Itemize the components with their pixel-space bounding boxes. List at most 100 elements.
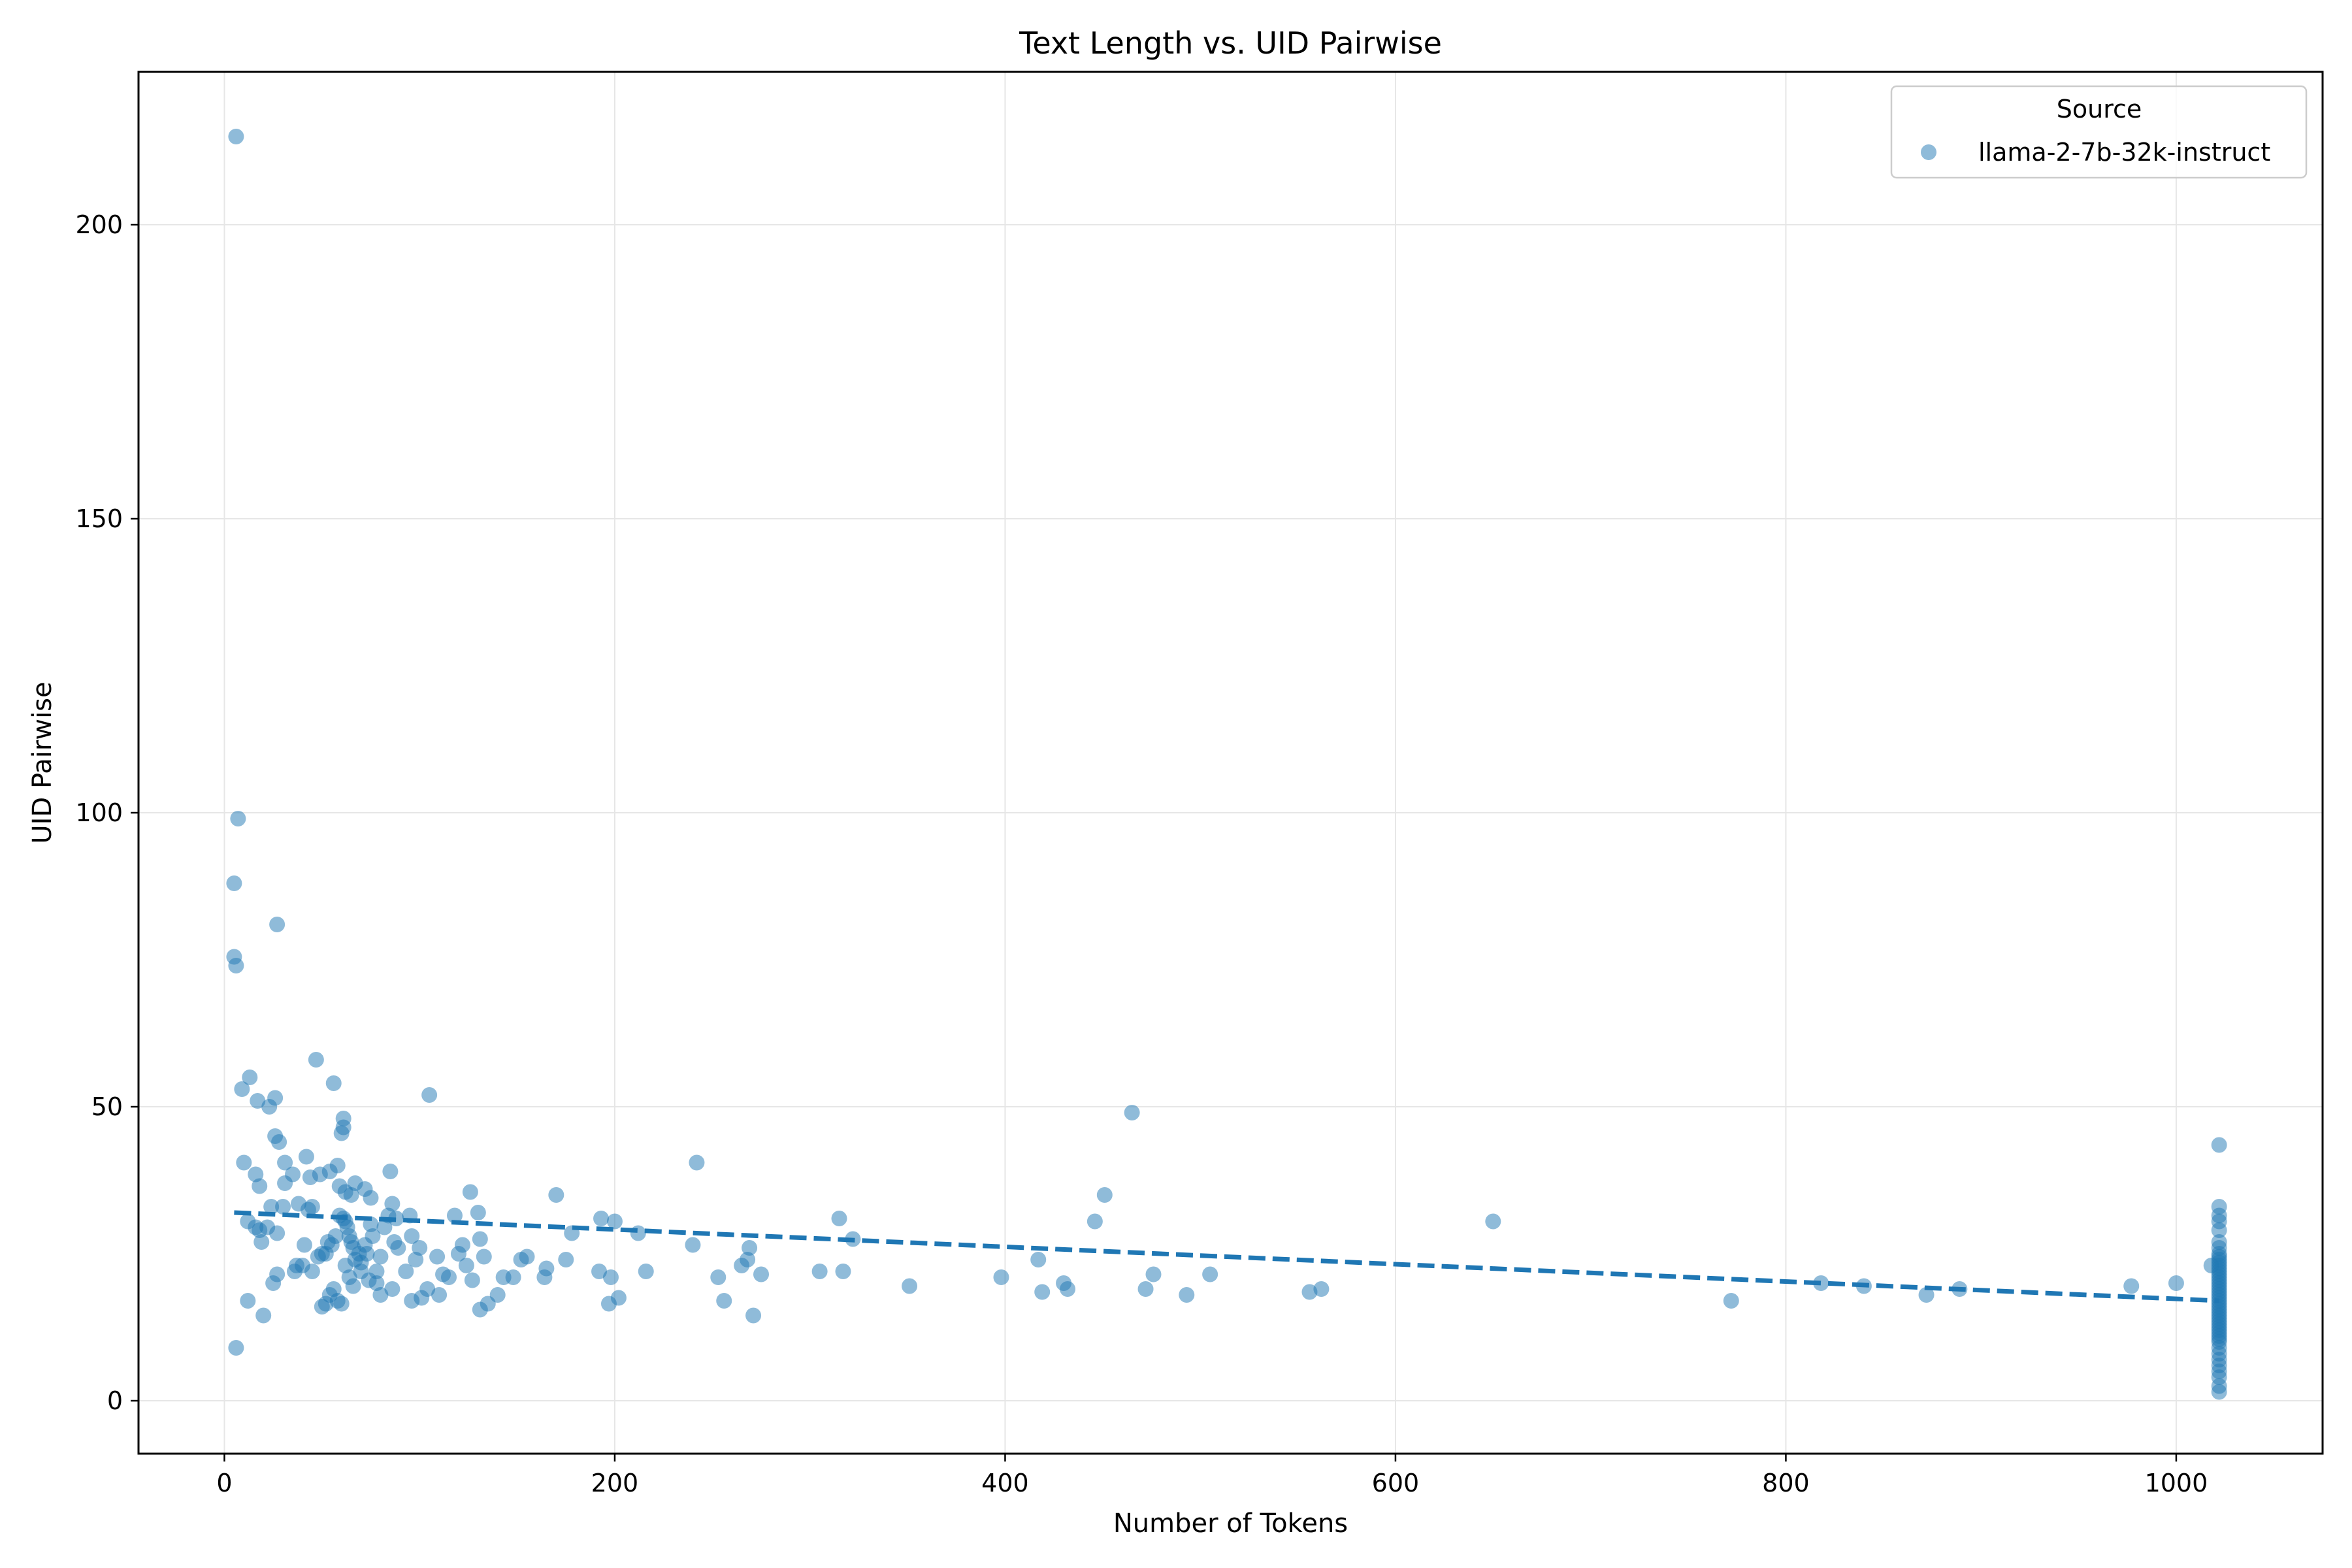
data-point	[337, 1258, 353, 1273]
data-point	[234, 1081, 250, 1097]
data-point	[710, 1269, 727, 1285]
data-point	[1485, 1213, 1501, 1230]
data-point	[285, 1166, 301, 1183]
data-point	[236, 1154, 252, 1171]
trend-line	[234, 1210, 2219, 1303]
y-tick-label: 100	[75, 798, 123, 827]
data-point	[505, 1269, 521, 1285]
data-point	[1060, 1281, 1076, 1297]
data-point	[835, 1264, 851, 1279]
data-point	[329, 1158, 346, 1173]
data-point	[404, 1228, 420, 1244]
chart-title: Text Length vs. UID Pairwise	[1019, 25, 1442, 61]
y-tick-label: 150	[75, 504, 123, 533]
y-tick-label: 0	[107, 1386, 123, 1415]
data-point	[343, 1187, 359, 1203]
data-point	[2211, 1222, 2227, 1238]
data-point	[255, 1307, 272, 1324]
data-point	[325, 1281, 342, 1297]
data-point	[1301, 1284, 1318, 1300]
data-point	[429, 1249, 446, 1265]
data-point	[476, 1249, 492, 1265]
axis-ticks: 0 200 400 600 800 1000 0 50 100 150 200	[75, 210, 2208, 1497]
data-point	[252, 1178, 268, 1194]
data-point	[1145, 1266, 1162, 1282]
data-point	[464, 1272, 480, 1288]
data-point	[1723, 1293, 1739, 1309]
data-point	[745, 1307, 762, 1324]
y-tick-label: 200	[75, 210, 123, 239]
data-point	[1096, 1187, 1113, 1203]
data-point	[421, 1087, 438, 1103]
data-point	[304, 1199, 320, 1215]
data-point	[638, 1264, 654, 1279]
data-point	[384, 1196, 400, 1212]
data-point	[269, 1266, 286, 1282]
legend-series-label: llama-2-7b-32k-instruct	[1978, 138, 2270, 167]
data-point	[384, 1281, 400, 1297]
data-point	[271, 1134, 287, 1150]
x-tick-label: 600	[1372, 1469, 1420, 1497]
data-point	[226, 875, 242, 891]
data-point	[398, 1264, 414, 1279]
data-point	[1124, 1105, 1140, 1120]
data-point	[2123, 1278, 2140, 1294]
data-point	[308, 1052, 324, 1068]
data-point	[372, 1287, 389, 1303]
data-point	[519, 1249, 535, 1265]
data-point	[408, 1252, 424, 1267]
data-point	[253, 1234, 270, 1250]
data-point	[606, 1213, 623, 1230]
x-tick-label: 800	[1762, 1469, 1810, 1497]
legend-box	[1890, 85, 2308, 179]
data-point	[365, 1228, 381, 1244]
data-point	[240, 1293, 256, 1309]
data-point	[716, 1293, 732, 1309]
data-point	[593, 1211, 610, 1226]
data-point	[390, 1240, 406, 1256]
grid-lines	[139, 72, 2323, 1454]
data-point	[1137, 1281, 1154, 1297]
x-tick-label: 0	[216, 1469, 232, 1497]
data-point	[228, 958, 244, 973]
data-point	[277, 1154, 293, 1171]
data-point	[753, 1266, 770, 1282]
data-point	[446, 1207, 463, 1224]
data-point	[431, 1287, 448, 1303]
data-point	[472, 1301, 488, 1318]
data-point	[1179, 1287, 1195, 1303]
data-point	[831, 1211, 847, 1226]
data-point	[630, 1225, 646, 1241]
data-point	[327, 1228, 344, 1244]
x-tick-label: 1000	[2145, 1469, 2208, 1497]
data-point	[363, 1190, 379, 1206]
data-point	[368, 1275, 385, 1291]
data-point	[1086, 1213, 1103, 1230]
data-point	[993, 1269, 1009, 1285]
legend: Source llama-2-7b-32k-instruct	[1890, 85, 2308, 179]
data-point	[454, 1237, 470, 1253]
data-point	[333, 1296, 350, 1312]
data-point	[325, 1075, 342, 1091]
data-point	[248, 1166, 264, 1183]
data-point	[414, 1290, 430, 1306]
data-point	[1918, 1287, 1935, 1303]
data-point	[359, 1246, 375, 1262]
data-point	[462, 1184, 478, 1200]
legend-title: Source	[2057, 95, 2142, 123]
data-point	[228, 129, 244, 144]
data-point	[2211, 1384, 2227, 1400]
data-point	[458, 1258, 474, 1273]
x-axis-label: Number of Tokens	[1113, 1509, 1348, 1539]
data-point	[1034, 1284, 1051, 1300]
data-points	[226, 129, 2227, 1400]
data-point	[742, 1240, 758, 1256]
data-point	[382, 1164, 399, 1179]
data-point	[267, 1090, 284, 1106]
data-point	[1030, 1252, 1047, 1267]
legend-marker	[1921, 144, 1936, 160]
data-point	[1313, 1281, 1330, 1297]
data-point	[740, 1252, 756, 1267]
